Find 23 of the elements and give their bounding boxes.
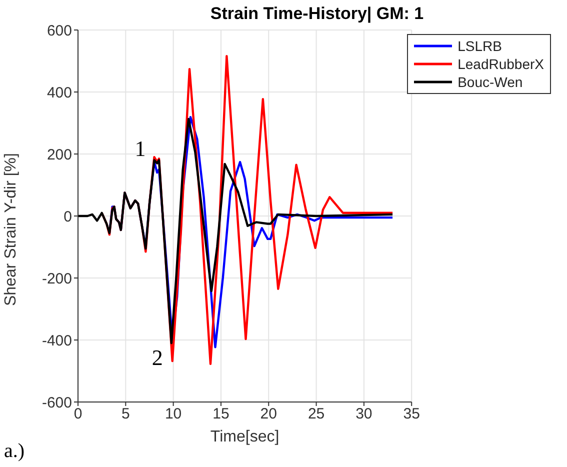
text: a.) (4, 440, 25, 463)
x-tick-label: 15 (212, 406, 230, 423)
x-tick-label: 35 (403, 406, 420, 423)
y-tick-label: 400 (46, 84, 72, 102)
legend-label: Bouc-Wen (458, 73, 523, 91)
x-tick-label: 20 (260, 406, 277, 423)
x-tick-label: 10 (164, 406, 182, 423)
annotation: 1 (134, 136, 146, 162)
legend-label: LeadRubberX (458, 55, 544, 73)
x-tick-label: 25 (308, 406, 325, 423)
y-tick-label: 200 (46, 146, 72, 164)
y-axis-title: Shear Strain Y-dir [%] (2, 153, 20, 306)
x-axis-title: Time[sec] (210, 428, 280, 446)
annotation: 2 (152, 344, 163, 370)
chart-title: Strain Time-History| GM: 1 (209, 4, 425, 24)
y-tick-label: -400 (42, 332, 72, 350)
legend-label: LSLRB (458, 37, 502, 55)
x-tick-label: 30 (356, 406, 372, 423)
y-tick-label: -200 (42, 270, 72, 288)
x-tick-label: 5 (121, 406, 130, 423)
y-tick-label: -600 (42, 394, 72, 412)
y-tick-label: 0 (64, 208, 72, 226)
y-tick-label: 600 (46, 22, 72, 40)
